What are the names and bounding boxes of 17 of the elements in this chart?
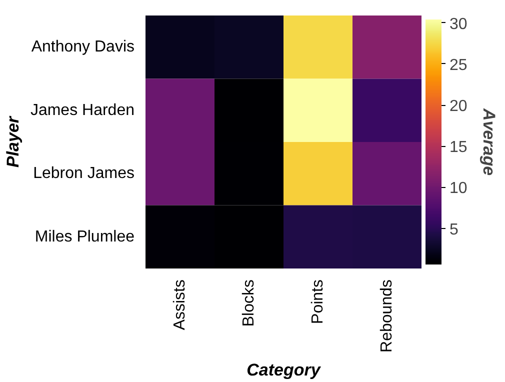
x-tick-label: Points <box>310 280 326 324</box>
x-axis-title: Category <box>246 360 322 380</box>
y-axis-title: Player <box>3 115 22 168</box>
x-tick-label: Blocks <box>240 280 258 327</box>
y-tick-label: Lebron James <box>33 165 134 182</box>
color-bar-label: 15 <box>450 139 468 156</box>
y-tick-label: Anthony Davis <box>31 38 135 56</box>
color-bar-label: 10 <box>450 180 468 198</box>
color-bar-label: 25 <box>450 56 468 74</box>
y-tick-label: Miles Plumlee <box>34 228 135 246</box>
color-bar-label: 20 <box>450 98 468 116</box>
color-bar-title: Average <box>480 107 498 176</box>
y-tick-label: James Harden <box>30 102 134 119</box>
x-tick-label: Assists <box>172 280 188 330</box>
x-tick-label: Rebounds <box>378 279 396 352</box>
color-bar-label: 5 <box>450 221 458 238</box>
color-bar-label: 30 <box>450 16 468 33</box>
